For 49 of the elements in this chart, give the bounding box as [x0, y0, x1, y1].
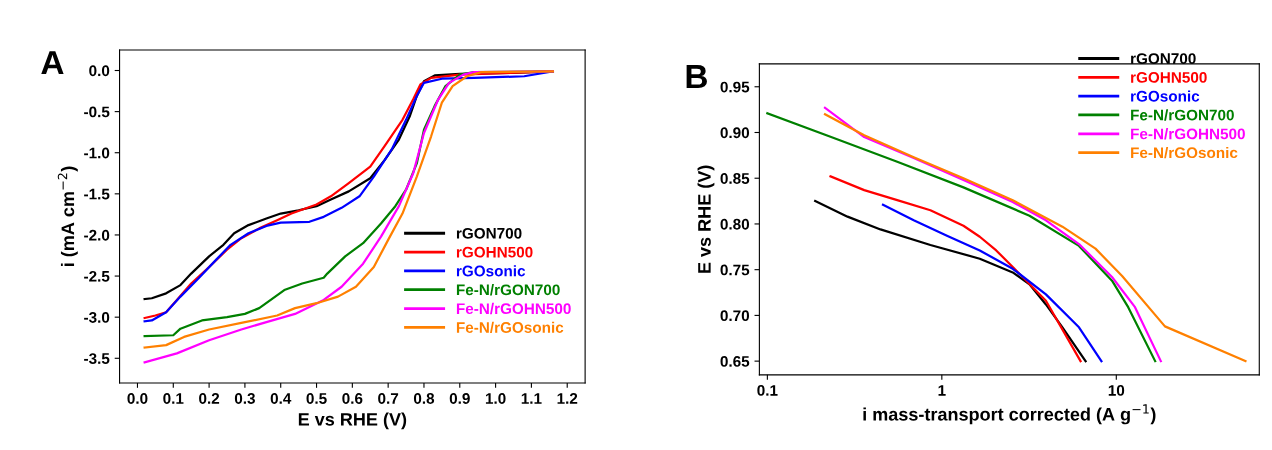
x-tick-label: 1.1 [521, 393, 542, 404]
x-tick-label: 0.2 [199, 393, 220, 404]
x-tick-label: 1.0 [485, 393, 506, 404]
y-tick-label: -1.5 [84, 188, 110, 200]
y-tick-label: 0.70 [720, 310, 750, 322]
x-tick-label: 1.2 [557, 393, 578, 404]
legend-label: rGOHN500 [456, 246, 533, 258]
x-tick-label: 0.0 [127, 393, 148, 404]
x-axis-title: i mass-transport corrected (A g$^{−1}$) [863, 404, 1156, 425]
y-tick-label: -3.0 [84, 312, 110, 323]
x-tick-label: 0.6 [342, 393, 363, 404]
y-tick-label: 0.75 [720, 264, 750, 276]
x-tick-label: 0.1 [163, 393, 184, 404]
y-tick-label: -2.5 [84, 270, 110, 282]
x-tick-label: 0.8 [413, 393, 435, 404]
legend-label: Fe-N/rGON700 [1131, 109, 1234, 121]
y-tick-label: -0.5 [84, 106, 110, 118]
y-tick-label: -2.0 [84, 229, 110, 241]
y-axis-title: i (mA cm$^{−2}$) [57, 166, 78, 267]
x-tick-label: 0.4 [270, 393, 292, 404]
legend-label: Fe-N/rGOHN500 [456, 302, 571, 315]
legend-label: rGOHN500 [1131, 72, 1207, 83]
y-tick-label: -1.0 [84, 147, 110, 159]
y-tick-label: 0.85 [720, 173, 750, 184]
legend-label: Fe-N/rGON700 [456, 284, 560, 296]
y-tick-label: 0.80 [720, 218, 750, 230]
x-axis-title: E vs RHE (V) [298, 412, 407, 430]
legend-label: Fe-N/rGOsonic [1131, 146, 1238, 159]
y-tick-label: 0.65 [720, 356, 750, 367]
x-tick-label: 0.1 [757, 384, 778, 396]
x-tick-label: 0.9 [449, 393, 470, 404]
x-tick-label: 0.3 [234, 393, 255, 404]
text: A [41, 51, 64, 75]
x-tick-label: 0.5 [306, 393, 327, 404]
legend-label: rGON700 [456, 227, 522, 239]
y-tick-label: 0.90 [720, 127, 750, 139]
y-tick-label: 0.0 [89, 65, 110, 77]
y-tick-label: 0.95 [720, 81, 750, 93]
x-tick-label: 10 [1108, 384, 1125, 396]
legend-label: Fe-N/rGOsonic [456, 321, 564, 334]
legend-label: rGOsonic [1131, 90, 1200, 102]
y-axis-title: E vs RHE (V) [697, 165, 715, 273]
x-tick-label: 1 [938, 385, 946, 396]
x-tick-label: 0.7 [378, 393, 399, 404]
y-tick-label: -3.5 [84, 353, 110, 364]
text: B [686, 65, 707, 89]
legend-label: rGOsonic [456, 265, 526, 277]
legend-label: Fe-N/rGOHN500 [1131, 128, 1245, 140]
legend-label: rGON700 [1131, 53, 1196, 64]
